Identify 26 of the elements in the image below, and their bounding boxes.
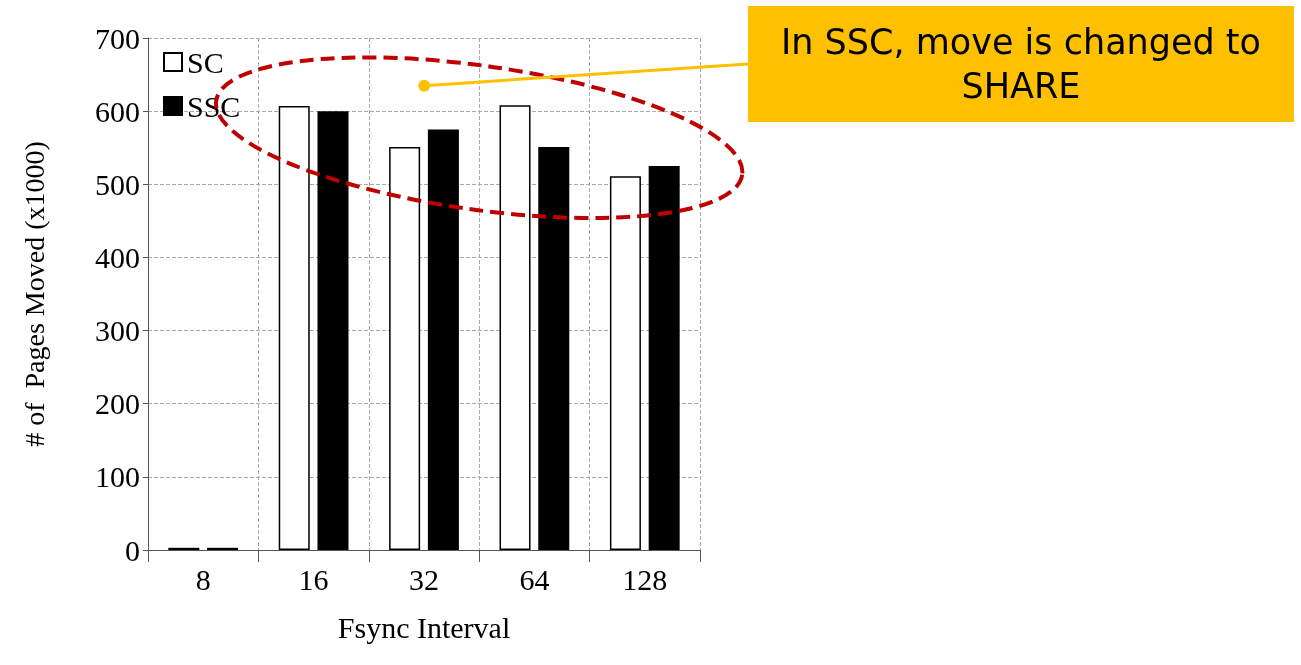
y-tick-label: 600 — [95, 94, 140, 128]
x-tick-label: 16 — [298, 562, 329, 596]
x-axis-title: Fsync Interval — [337, 610, 511, 644]
y-axis-title: # of Pages Moved (x1000) — [18, 141, 50, 447]
y-tick-label: 200 — [95, 387, 140, 421]
x-tick-label: 64 — [519, 562, 550, 596]
bar — [389, 146, 421, 550]
y-tick-label: 400 — [95, 240, 140, 274]
y-tick-label: 700 — [95, 21, 140, 55]
bar — [609, 176, 641, 550]
bar — [499, 105, 531, 550]
text: In SSC, move is changed to SHARE — [748, 6, 1294, 122]
legend-label: SSC — [187, 89, 241, 123]
bar — [648, 166, 680, 550]
x-tick-label: 128 — [622, 562, 668, 596]
bar — [538, 146, 570, 550]
y-tick-label: 100 — [95, 460, 140, 494]
y-tick-label: 0 — [125, 533, 140, 567]
y-tick-label: 300 — [95, 314, 140, 348]
legend-label: SC — [187, 45, 224, 79]
x-tick-label: 32 — [409, 562, 439, 596]
bar — [278, 106, 310, 550]
bar — [317, 111, 349, 550]
bar — [427, 129, 459, 550]
x-tick-label: 8 — [195, 562, 211, 596]
y-tick-label: 500 — [95, 167, 140, 201]
